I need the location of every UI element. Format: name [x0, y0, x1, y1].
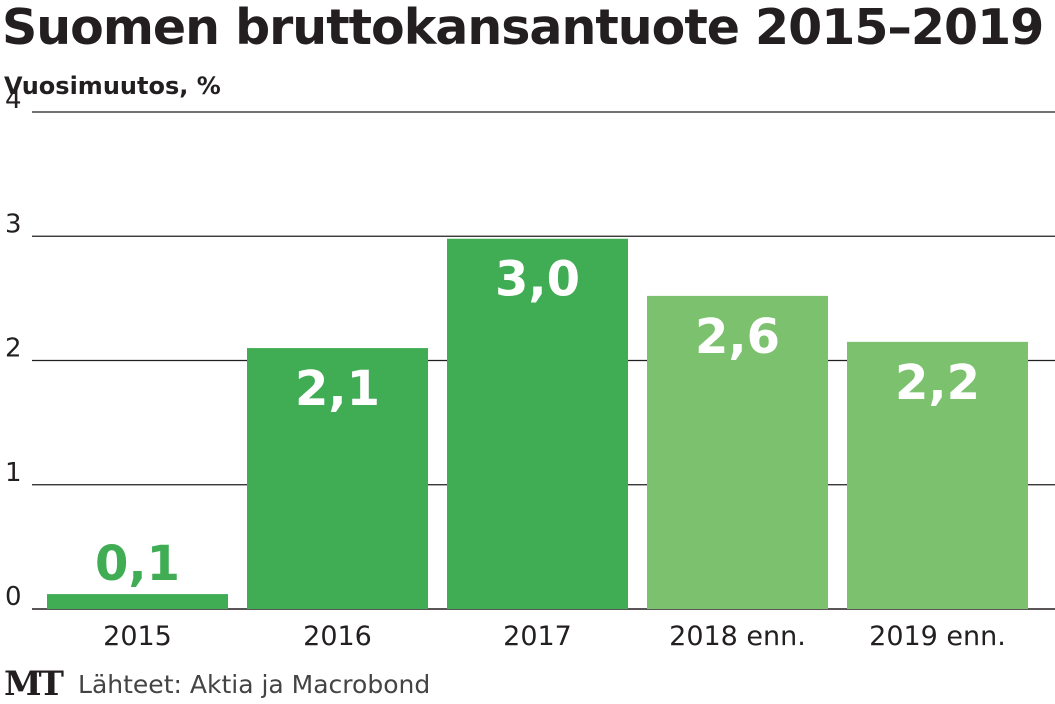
footer: MT Lähteet: Aktia ja Macrobond	[4, 664, 430, 704]
category-labels: 2015 2016 2017 2018 enn. 2019 enn.	[103, 621, 1006, 652]
y-tick-label: 2	[5, 334, 22, 364]
x-tick-label: 2015	[103, 621, 172, 652]
value-label: 0,1	[95, 536, 180, 592]
y-tick-labels: 0 1 2 3 4	[5, 85, 22, 612]
value-label: 2,6	[695, 309, 780, 365]
y-tick-label: 4	[5, 85, 22, 115]
y-tick-label: 1	[5, 458, 22, 488]
value-labels: 0,1 2,1 3,0 2,6 2,2	[95, 252, 980, 592]
x-tick-label: 2017	[503, 621, 572, 652]
bars	[47, 238, 1028, 610]
source-note: Lähteet: Aktia ja Macrobond	[78, 669, 431, 699]
bar-2018-enn	[647, 295, 828, 609]
y-axis-label: Vuosimuutos, %	[4, 72, 221, 100]
y-tick-label: 3	[5, 209, 22, 239]
mt-logo: MT	[4, 664, 64, 704]
x-tick-label: 2018 enn.	[669, 621, 806, 652]
bar-2016	[247, 348, 428, 609]
y-tick-label: 0	[5, 582, 22, 612]
value-label: 2,1	[295, 361, 380, 417]
chart-title: Suomen bruttokansantuote 2015–2019	[2, 0, 1044, 56]
x-tick-label: 2019 enn.	[869, 621, 1006, 652]
bar-2015	[47, 594, 228, 609]
bar-2019-enn	[847, 341, 1028, 609]
x-tick-label: 2016	[303, 621, 372, 652]
bar-2017	[447, 238, 628, 610]
value-label: 2,2	[895, 355, 980, 411]
value-label: 3,0	[495, 252, 580, 308]
